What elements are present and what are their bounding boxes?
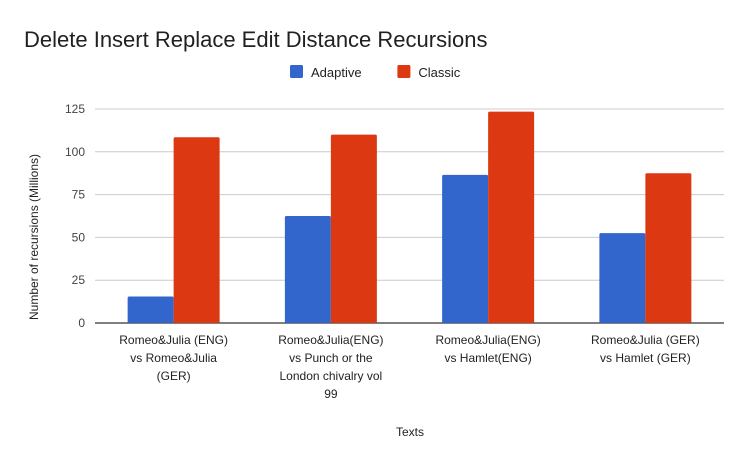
x-tick-label: vs Hamlet (GER) [600, 351, 691, 365]
y-tick-label: 125 [65, 102, 85, 116]
x-tick-label: vs Punch or the [289, 351, 373, 365]
y-tick-label: 0 [78, 316, 85, 330]
x-tick-label: vs Romeo&Julia [130, 351, 217, 365]
x-tick-label: Romeo&Julia(ENG) [435, 333, 540, 347]
legend-label-adaptive: Adaptive [311, 65, 362, 80]
x-tick-label: London chivalry vol [280, 369, 383, 383]
legend-swatch-classic [397, 65, 411, 78]
y-tick-label: 25 [72, 273, 86, 287]
chart-title: Delete Insert Replace Edit Distance Recu… [24, 27, 487, 52]
y-tick-label: 75 [72, 188, 86, 202]
x-tick-label: Romeo&Julia(ENG) [278, 333, 383, 347]
bar-adaptive [599, 233, 646, 323]
x-axis-label: Texts [396, 425, 424, 439]
legend-swatch-adaptive [290, 65, 303, 78]
x-category-labels: Romeo&Julia (ENG) vs Romeo&Julia (GER) Rome… [119, 333, 699, 401]
bar-adaptive [284, 216, 331, 323]
x-tick-label: Romeo&Julia (GER) [591, 333, 700, 347]
x-tick-label: (GER) [157, 369, 191, 383]
legend-label-classic: Classic [418, 65, 460, 80]
y-axis-label: Number of recursions (Millions) [27, 154, 41, 320]
y-tick-label: 50 [72, 230, 86, 244]
y-tick-label: 100 [65, 145, 85, 159]
bar-classic [330, 134, 377, 323]
bar-classic [488, 111, 535, 324]
x-tick-label: 99 [324, 387, 338, 401]
legend: Adaptive Classic [290, 65, 461, 80]
bars [127, 111, 692, 324]
x-tick-label: vs Hamlet(ENG) [444, 351, 531, 365]
bar-adaptive [442, 174, 489, 323]
y-tick-labels: 0 25 50 75 100 125 [65, 102, 85, 330]
bar-classic [173, 137, 220, 323]
bar-classic [645, 173, 692, 323]
x-tick-label: Romeo&Julia (ENG) [119, 333, 228, 347]
bar-adaptive [127, 296, 174, 323]
